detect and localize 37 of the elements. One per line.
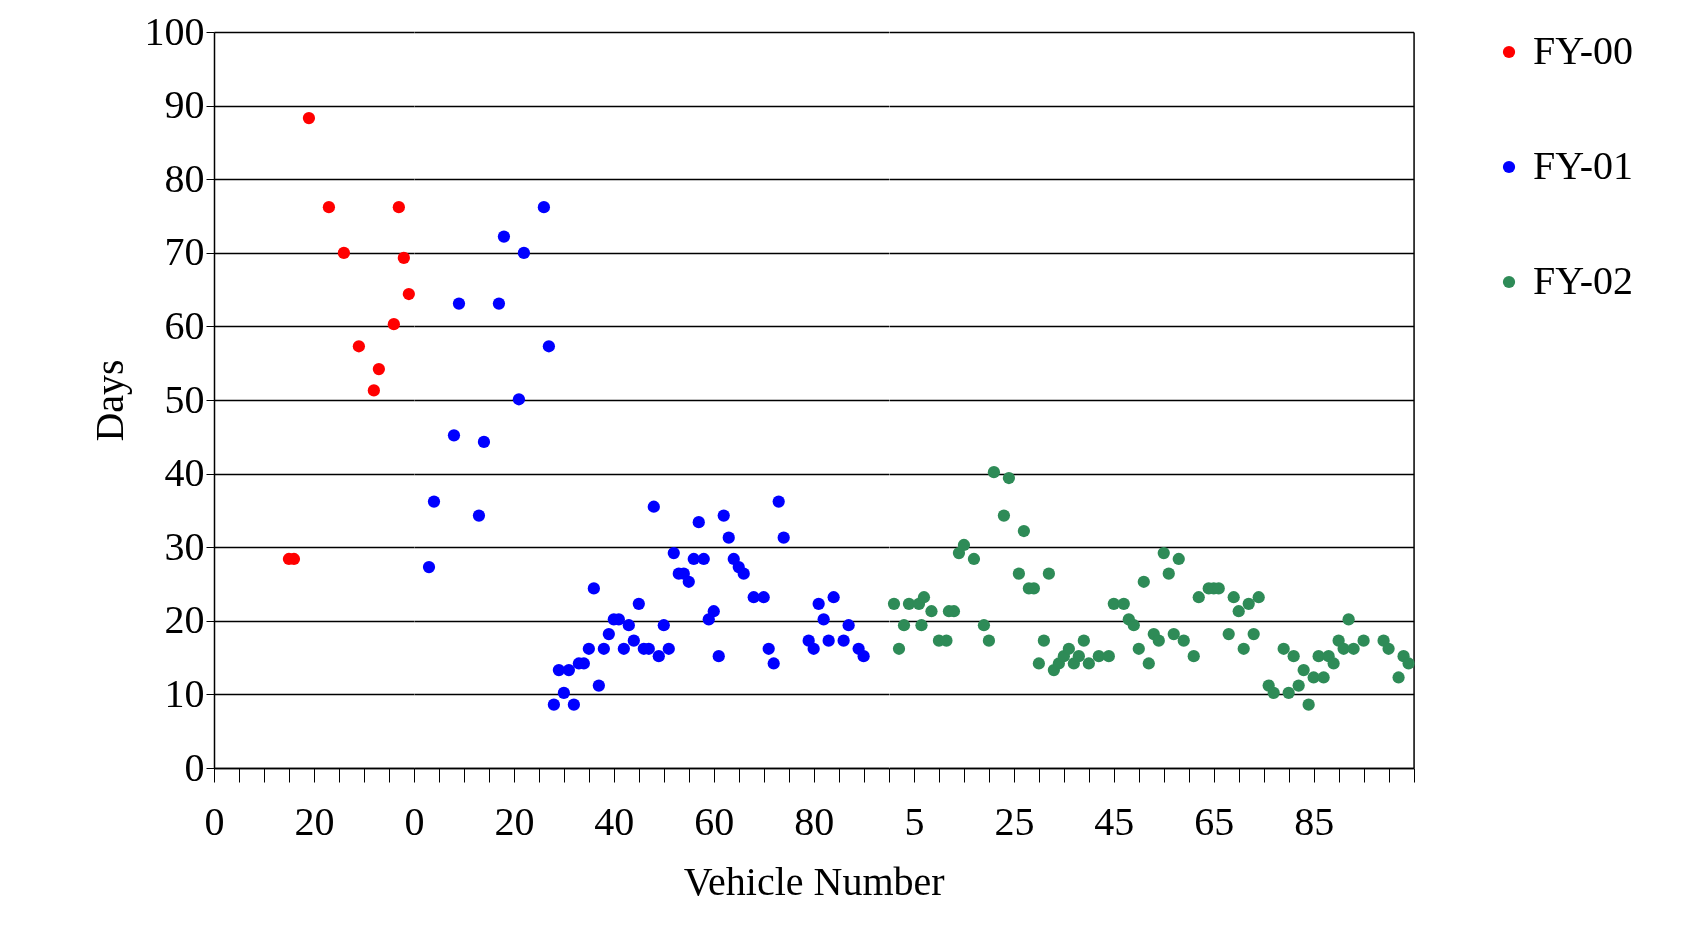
y-tick-label: 40 (164, 450, 205, 496)
x-axis-title: Vehicle Number (683, 858, 945, 904)
y-tick-label: 70 (164, 229, 205, 275)
x-tick-label: 40 (594, 798, 635, 844)
x-tick-label: 20 (294, 798, 335, 844)
y-tick-label: 90 (164, 82, 205, 128)
point (397, 251, 410, 265)
point (372, 362, 385, 376)
y-tick-label: 0 (184, 744, 205, 790)
y-tick-label: 20 (164, 597, 205, 643)
x-tick-label: 20 (494, 798, 535, 844)
y-tick-label: 60 (164, 302, 205, 348)
y-tick-label: 30 (164, 523, 205, 569)
y-tick-label: 10 (164, 670, 205, 716)
y-axis-title: Days (86, 359, 132, 442)
point (367, 384, 380, 397)
point (392, 201, 405, 214)
point (387, 318, 400, 331)
x-tick-label: 85 (1294, 798, 1335, 844)
y-tick-label: 50 (164, 376, 205, 422)
x-tick-label: 0 (404, 798, 425, 844)
x-tick-label: 65 (1194, 798, 1235, 844)
point (302, 112, 316, 125)
y-tick-label: 80 (164, 155, 205, 201)
legend-label: FY-02 (1533, 258, 1634, 303)
x-tick-label: 60 (694, 798, 735, 844)
point (402, 287, 415, 301)
x-tick-label: 25 (994, 798, 1035, 844)
x-tick-label: 5 (904, 798, 925, 844)
point (352, 340, 365, 353)
y-tick-label: 100 (144, 8, 205, 54)
point (337, 246, 351, 259)
x-tick-label: 80 (794, 798, 835, 844)
point (322, 201, 336, 214)
legend-label: FY-01 (1533, 143, 1634, 188)
x-tick-label: 45 (1094, 798, 1135, 844)
legend-label: FY-00 (1533, 28, 1634, 73)
